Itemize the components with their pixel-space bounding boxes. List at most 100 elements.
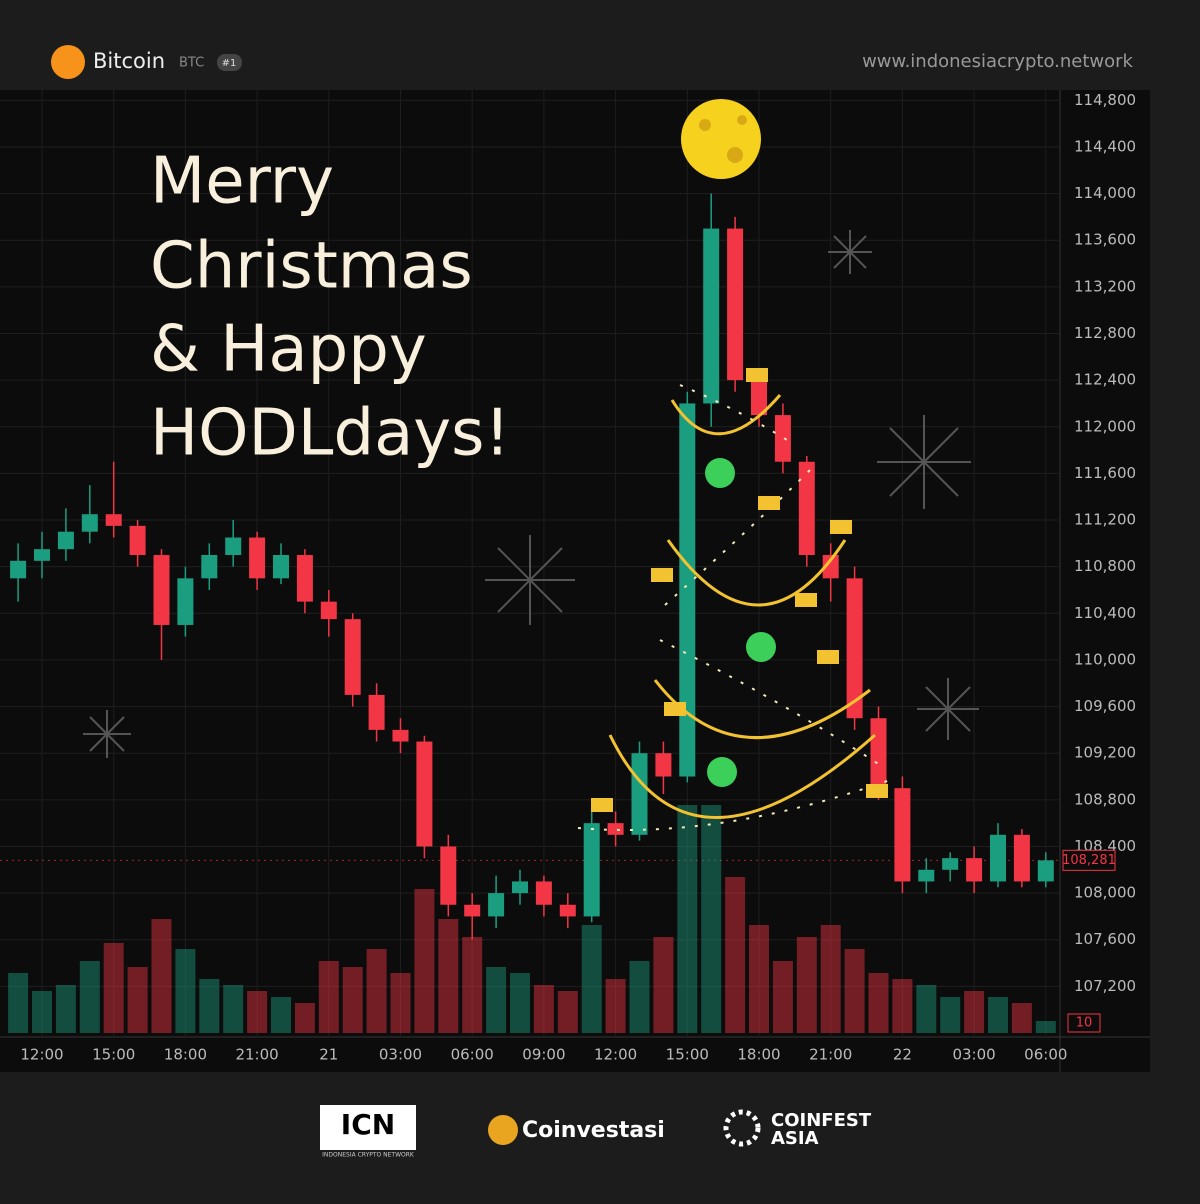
candle-body (416, 741, 433, 847)
volume-bar (294, 1003, 315, 1033)
icn-text: ICN (341, 1108, 395, 1141)
ornament (746, 632, 776, 662)
coinfest-icon (723, 1109, 761, 1147)
coin-symbol: BTC (179, 56, 204, 71)
candle-body (57, 531, 74, 550)
volume-bar (581, 925, 602, 1033)
candle-body (368, 694, 385, 730)
x-tick-label: 15:00 (92, 1046, 135, 1064)
candle-body (344, 619, 361, 695)
volume-bar (510, 973, 530, 1033)
volume-bar (390, 973, 411, 1033)
volume-bar (796, 937, 817, 1033)
candle-body (249, 537, 266, 579)
x-tick-label: 12:00 (594, 1046, 637, 1064)
crater (727, 147, 743, 163)
volume-bar (701, 805, 722, 1033)
grid: 107,200107,600108,000108,400108,800109,2… (0, 90, 1150, 1072)
volume-bar (629, 961, 650, 1033)
candle-body (822, 555, 839, 579)
volume-bar (653, 937, 674, 1033)
candle-body (392, 729, 409, 742)
volume-bar (892, 979, 913, 1033)
y-tick-label: 112,400 (1074, 371, 1136, 389)
coin-name: Bitcoin (93, 49, 165, 73)
volume-bar (844, 949, 865, 1033)
candle-body (559, 904, 576, 917)
volume-bar (32, 991, 52, 1033)
footer-bg (0, 1072, 1200, 1200)
volume-bar (677, 805, 698, 1033)
volume-bar (127, 967, 148, 1033)
volume-bar (868, 973, 889, 1033)
candle-body (153, 555, 170, 625)
volume-bar (271, 997, 291, 1033)
y-tick-label: 114,400 (1074, 137, 1136, 155)
candle-body (798, 461, 815, 556)
volume-bar (964, 991, 985, 1033)
y-tick-label: 114,000 (1074, 184, 1136, 202)
candle-body (34, 549, 50, 561)
x-tick-label: 03:00 (952, 1046, 995, 1064)
x-tick-label: 15:00 (666, 1046, 709, 1064)
candle-body (225, 537, 242, 556)
x-tick-label: 21 (319, 1046, 338, 1064)
volume-bar (940, 997, 961, 1033)
icn-logo (320, 1105, 416, 1150)
volume-bar (533, 985, 554, 1033)
bow (866, 784, 888, 798)
volume-bar (55, 985, 76, 1033)
candle-body (1037, 860, 1054, 882)
candle-body (535, 881, 552, 905)
lights (679, 384, 796, 446)
snowflake (917, 678, 979, 740)
snowflakes (83, 230, 979, 758)
volume-tag-label: 10 (1076, 1016, 1093, 1031)
volume-bar (366, 949, 387, 1033)
y-tick-label: 114,800 (1074, 91, 1136, 109)
volume-tag (1067, 1013, 1101, 1033)
volume-bar (438, 919, 459, 1033)
candle-body (129, 525, 146, 556)
price-tag (1062, 849, 1116, 871)
crater (699, 119, 711, 131)
volume-bar (749, 925, 769, 1033)
volume-bar (772, 961, 793, 1033)
y-tick-label: 107,200 (1074, 977, 1136, 995)
coin-rank: #1 (222, 58, 237, 69)
greeting-line: Christmas (150, 230, 473, 304)
y-tick-label: 113,600 (1074, 231, 1136, 249)
volume-bar (486, 967, 507, 1033)
ornament (707, 757, 737, 787)
volume (8, 805, 1056, 1033)
bow (591, 798, 613, 812)
garland (670, 394, 782, 436)
lights (659, 639, 881, 766)
ornament (705, 458, 735, 488)
y-tick-label: 112,000 (1074, 417, 1136, 435)
candle-body (607, 823, 624, 835)
volume-bar (8, 973, 29, 1033)
bow (817, 650, 839, 664)
bow (651, 568, 673, 582)
snowflake (83, 710, 131, 758)
candle-body (870, 718, 887, 789)
x-tick-label: 06:00 (451, 1046, 494, 1064)
bow (664, 702, 686, 716)
ornaments (591, 99, 888, 812)
volume-bar (79, 961, 100, 1033)
greeting-line: Merry (150, 145, 334, 219)
candle-body (1013, 834, 1030, 882)
volume-bar (988, 997, 1008, 1033)
x-tick-label: 18:00 (164, 1046, 207, 1064)
volume-bar (175, 949, 196, 1033)
volume-bar (103, 943, 124, 1033)
candle-body (464, 904, 481, 917)
candle-body (583, 823, 600, 917)
x-tick-label: 03:00 (379, 1046, 422, 1064)
greeting-line: & Happy (150, 313, 427, 387)
volume-bar (916, 985, 937, 1033)
coinvestasi-icon (488, 1115, 518, 1145)
crater (737, 115, 747, 125)
y-tick-label: 110,800 (1074, 557, 1136, 575)
